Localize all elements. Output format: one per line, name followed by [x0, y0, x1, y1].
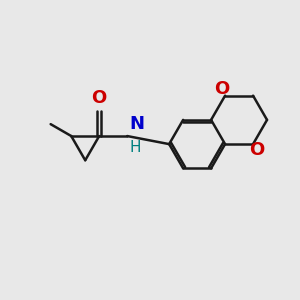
Text: O: O [214, 80, 229, 98]
Text: O: O [92, 89, 107, 107]
Text: O: O [249, 142, 264, 160]
Text: H: H [130, 140, 141, 154]
Text: N: N [130, 115, 145, 133]
